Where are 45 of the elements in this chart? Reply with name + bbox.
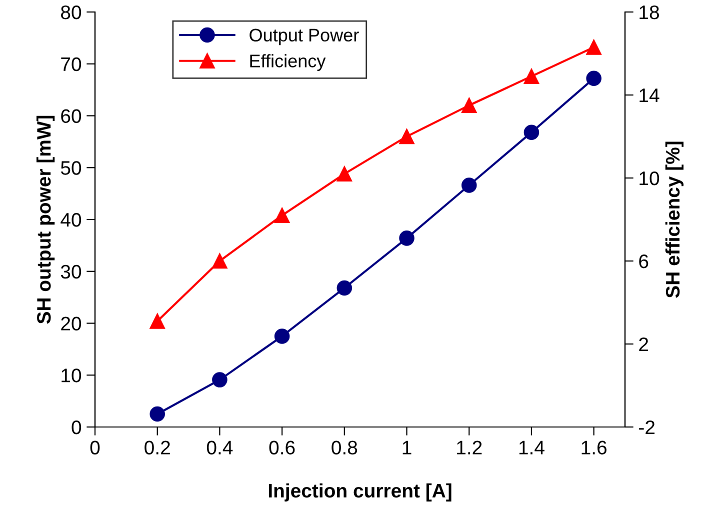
point [212,372,228,388]
point [274,328,290,344]
y2-axis-title: SH efficiency [%] [665,142,684,298]
point [586,70,602,86]
point [524,124,540,140]
x-tick-label: 0 [90,440,100,454]
x-tick-label: 0.4 [206,440,233,454]
y-tick-label: 20 [61,316,82,330]
point [586,40,602,55]
x-tick-label: 1.4 [519,440,544,454]
y-tick-label: 40 [60,212,82,227]
point [212,253,228,269]
y-tick-label: 70 [61,57,82,72]
point [399,128,414,144]
point [150,314,165,329]
point [524,68,540,84]
y2-tick-label: -2 [639,420,655,434]
point [336,166,352,182]
x-tick-label: 0.6 [269,440,295,454]
legend-label: Efficiency [250,54,326,71]
point [399,230,414,246]
y-axis-title: SH output power [mW] [36,116,55,324]
point [461,178,477,193]
point [461,98,477,114]
y2-tick-label: 18 [640,5,659,20]
y2-tick-label: 2 [639,337,648,352]
y2-tick-label: 14 [640,88,660,102]
x-tick-label: 0.8 [332,440,358,454]
y-tick-label: 0 [72,420,82,434]
y-tick-label: 50 [60,161,82,175]
y-tick-label: 30 [60,264,82,279]
x-tick-label: 0.2 [144,440,170,454]
y2-tick-label: 10 [640,171,660,186]
y2-tick-label: 6 [639,254,648,268]
x-tick-label: 1.2 [457,440,482,454]
x-axis-title: Injection current [A] [268,483,452,502]
point [150,406,165,422]
x-tick-label: 1.6 [582,440,606,454]
x-tick-label: 1 [402,440,412,454]
point [274,208,290,223]
point [336,280,352,296]
y-tick-label: 80 [61,5,82,20]
y-tick-label: 10 [62,368,82,382]
y-tick-label: 60 [61,109,82,123]
legend-label: Output Power [250,28,359,46]
